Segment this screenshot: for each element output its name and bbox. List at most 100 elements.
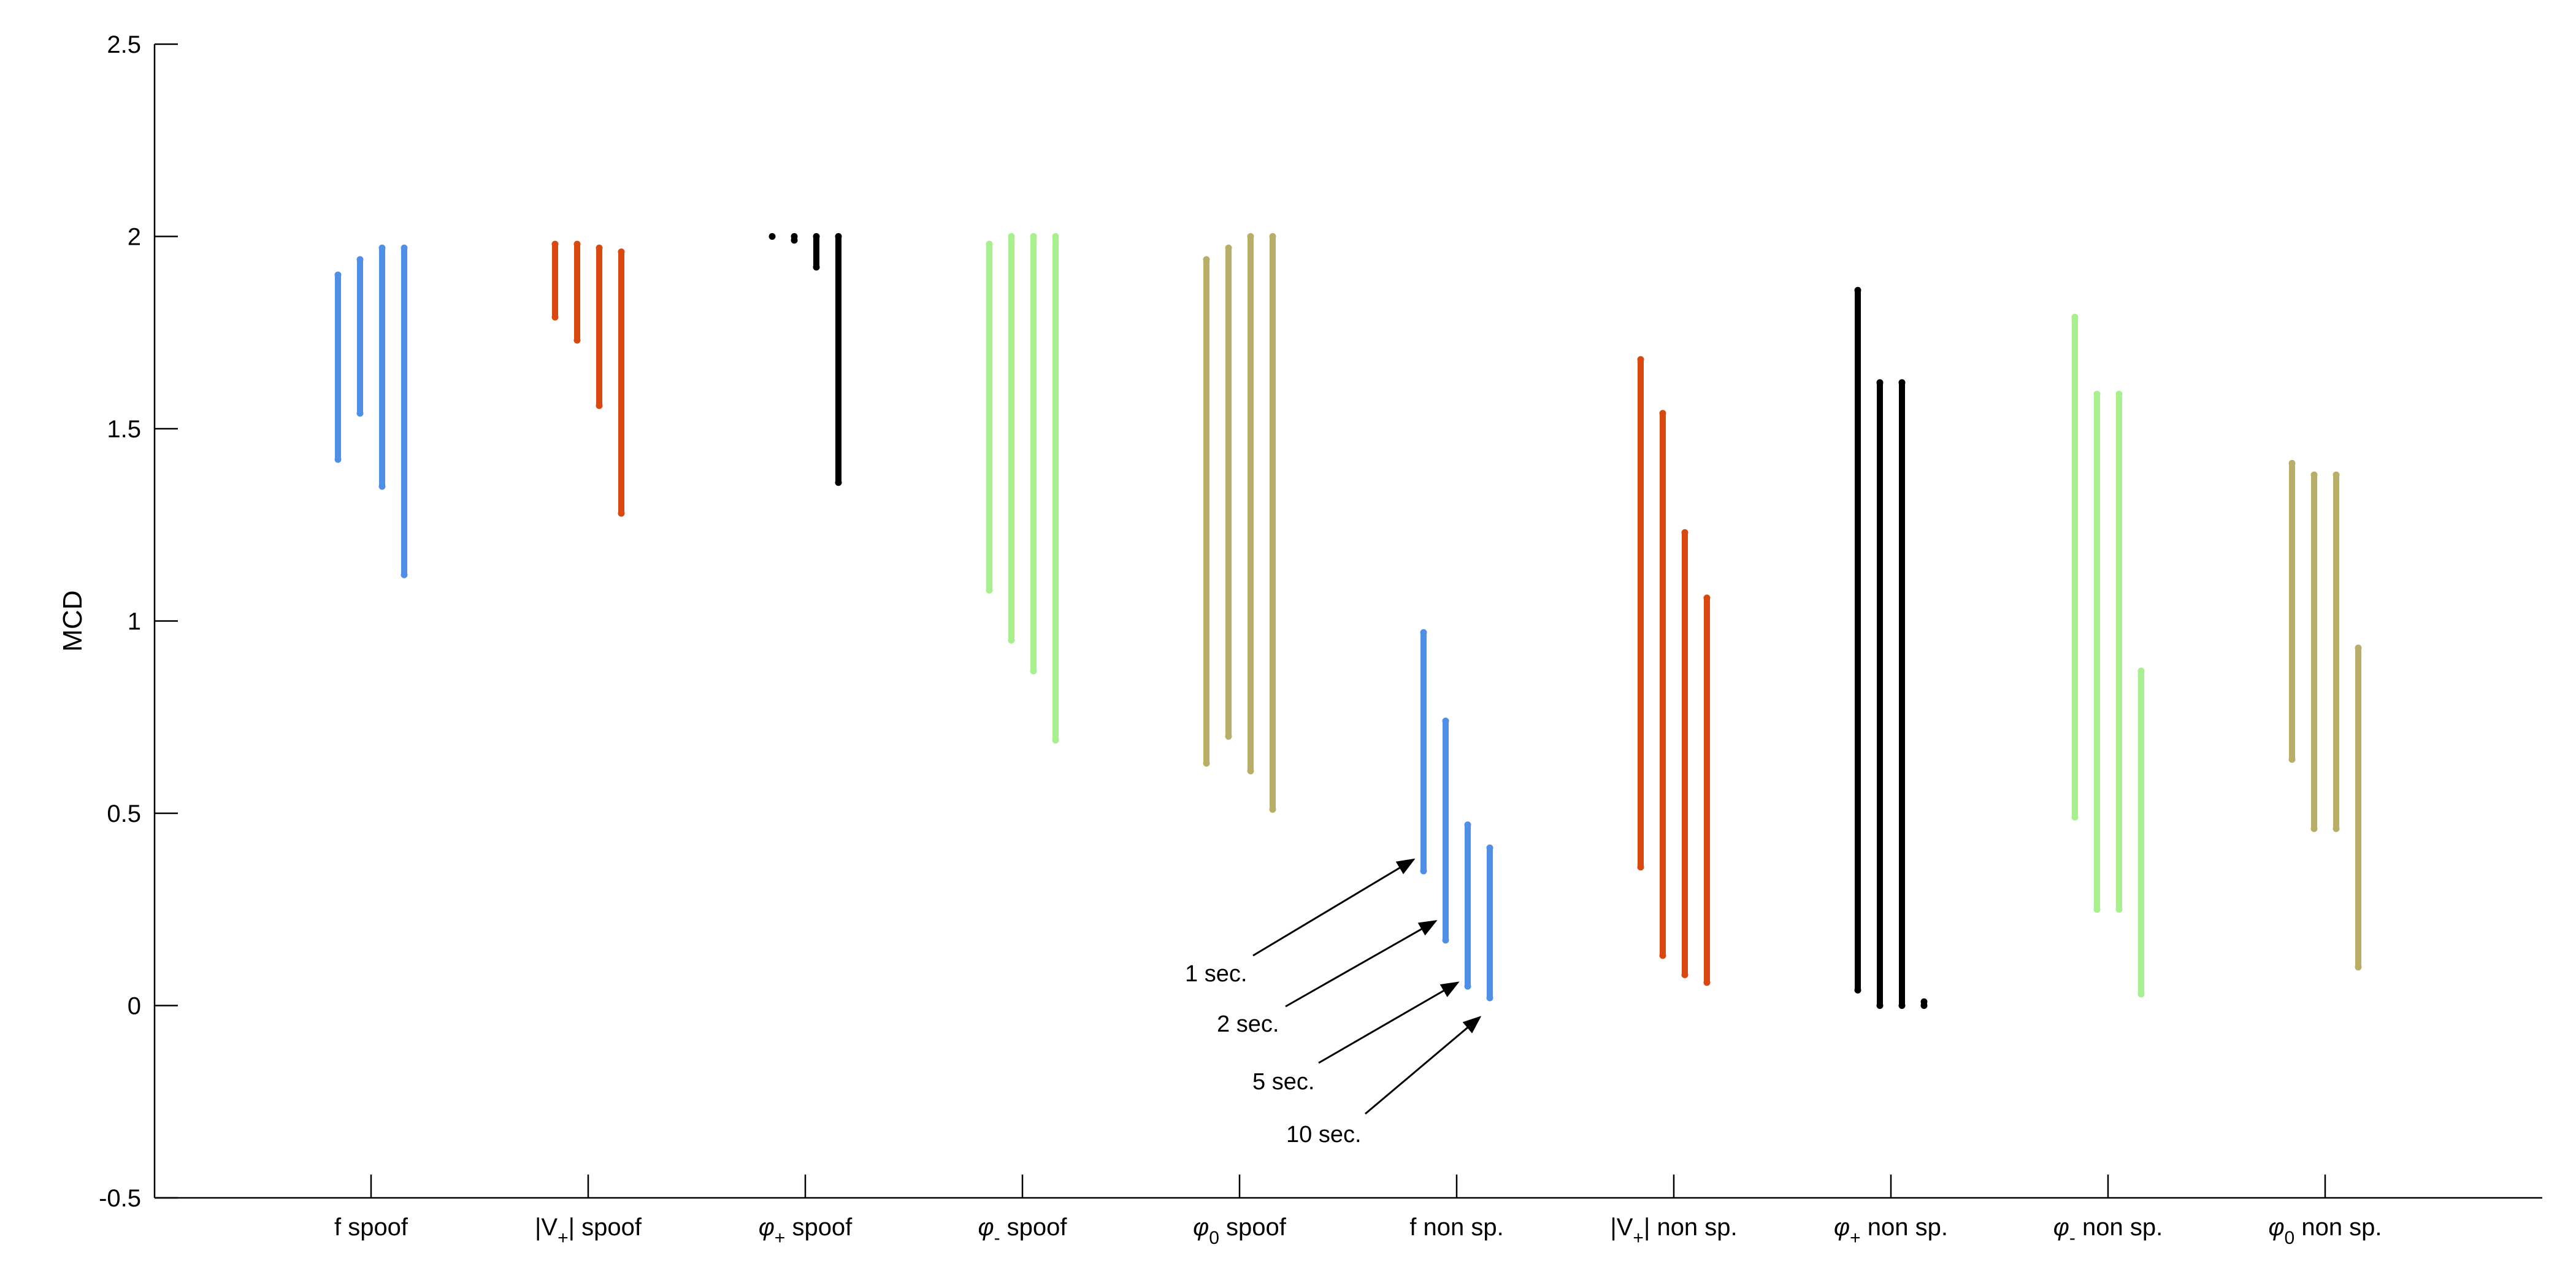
data-point-max: [2071, 313, 2079, 321]
data-series-5-2: [1225, 244, 1232, 740]
plot-area: [334, 233, 2362, 1009]
annotation-arrow: [1318, 981, 1460, 1064]
data-point-min: [1052, 737, 1059, 744]
data-series-4-1: [986, 240, 993, 594]
data-series-2-4: [618, 248, 625, 517]
data-series-4-3: [1030, 233, 1037, 675]
data-point-min: [401, 571, 408, 578]
data-point-max: [618, 248, 625, 256]
data-point-min: [1203, 759, 1210, 767]
y-tick-label: 2: [128, 224, 141, 251]
data-series-7-2: [1659, 410, 1666, 959]
data-point-min: [1420, 867, 1427, 875]
data-series-1-3: [378, 244, 386, 490]
data-series-9-3: [2115, 391, 2123, 913]
axes: -0.5 0 0.5 1 1.5 2 2.5 MCD f spoof |V+| spoof φ+ s…: [58, 31, 2542, 1248]
data-point-max: [1442, 718, 1449, 725]
data-point-max: [1225, 244, 1232, 251]
data-point-min: [1269, 806, 1276, 813]
data-point-min: [1225, 733, 1232, 740]
data-point-max: [378, 244, 386, 251]
data-series-10-1: [2288, 459, 2296, 763]
data-point-max: [1681, 529, 1689, 536]
data-series-6-2: [1442, 718, 1449, 944]
data-point-max: [1486, 844, 1493, 851]
data-point-max: [1898, 379, 1906, 386]
data-point-min: [1876, 1002, 1884, 1009]
annotation-arrow: [1252, 858, 1416, 957]
data-point-max: [1854, 286, 1861, 294]
data-point-min: [2310, 825, 2318, 832]
data-series-9-2: [2093, 391, 2101, 913]
data-series-4-4: [1052, 233, 1059, 744]
data-point-max: [551, 240, 559, 248]
data-point-min: [551, 313, 559, 321]
annotation-label: 2 sec.: [1217, 1011, 1279, 1037]
data-point-max: [2115, 391, 2123, 398]
data-series-7-1: [1637, 356, 1644, 871]
data-series-3-1: [769, 233, 776, 240]
data-point-min: [835, 479, 842, 486]
data-point-max: [1703, 594, 1711, 602]
data-point-min: [986, 586, 993, 594]
data-point-max: [1637, 356, 1644, 363]
x-tick-label: |V+| spoof: [535, 1214, 642, 1248]
y-tick-label: 1: [128, 608, 141, 635]
data-series-5-3: [1247, 233, 1254, 775]
data-point-min: [2093, 906, 2101, 913]
y-axis-title: MCD: [58, 590, 88, 651]
x-tick-label: f spoof: [334, 1214, 408, 1241]
x-tick-label: φ- non sp.: [2053, 1214, 2163, 1248]
data-point-min: [1030, 667, 1037, 675]
data-point-min: [356, 410, 364, 417]
data-point-min: [596, 402, 603, 409]
data-point-min: [1008, 637, 1015, 644]
data-point: [769, 233, 776, 240]
data-series-1-2: [356, 256, 364, 417]
y-tick-label: 0.5: [107, 800, 141, 827]
data-series-7-4: [1703, 594, 1711, 986]
data-point-min: [2115, 906, 2123, 913]
data-point-max: [1008, 233, 1015, 240]
data-series-3-4: [835, 233, 842, 486]
data-series-10-4: [2355, 644, 2362, 971]
y-tick-label: 0: [128, 993, 141, 1020]
y-tick-label: -0.5: [99, 1185, 141, 1212]
data-point-min: [378, 483, 386, 490]
data-point-min: [2071, 813, 2079, 821]
x-tick-label: |V+| non sp.: [1610, 1214, 1737, 1248]
data-point-max: [2137, 667, 2145, 675]
data-point-min: [618, 510, 625, 517]
data-series-10-2: [2310, 471, 2318, 832]
data-point-min: [1247, 767, 1254, 775]
data-point-max: [986, 240, 993, 248]
data-series-2-3: [596, 244, 603, 409]
data-series-9-4: [2137, 667, 2145, 998]
data-point-max: [2355, 644, 2362, 651]
data-point-min: [1442, 937, 1449, 944]
data-point-min: [1920, 1002, 1928, 1009]
data-point-max: [2310, 471, 2318, 478]
data-series-3-3: [813, 233, 820, 271]
data-series-8-4: [1920, 998, 1928, 1009]
data-point-min: [791, 237, 798, 244]
data-series-5-1: [1203, 256, 1210, 767]
annotation-arrow: [1365, 1016, 1482, 1115]
data-series-6-1: [1420, 629, 1427, 875]
data-point-max: [2288, 459, 2296, 467]
data-point-max: [1030, 233, 1037, 240]
x-tick-label: φ- spoof: [978, 1214, 1067, 1248]
data-series-8-2: [1876, 379, 1884, 1009]
annotation-arrow: [1285, 920, 1438, 1008]
data-point-min: [2288, 756, 2296, 763]
y-tick-label: 2.5: [107, 31, 141, 58]
data-point-min: [2137, 991, 2145, 998]
data-series-3-2: [791, 233, 798, 244]
data-series-1-4: [401, 244, 408, 578]
annotation-label: 5 sec.: [1252, 1069, 1314, 1095]
data-series-10-3: [2333, 471, 2340, 832]
data-series-5-4: [1269, 233, 1276, 813]
data-point-min: [2333, 825, 2340, 832]
data-point-max: [1876, 379, 1884, 386]
